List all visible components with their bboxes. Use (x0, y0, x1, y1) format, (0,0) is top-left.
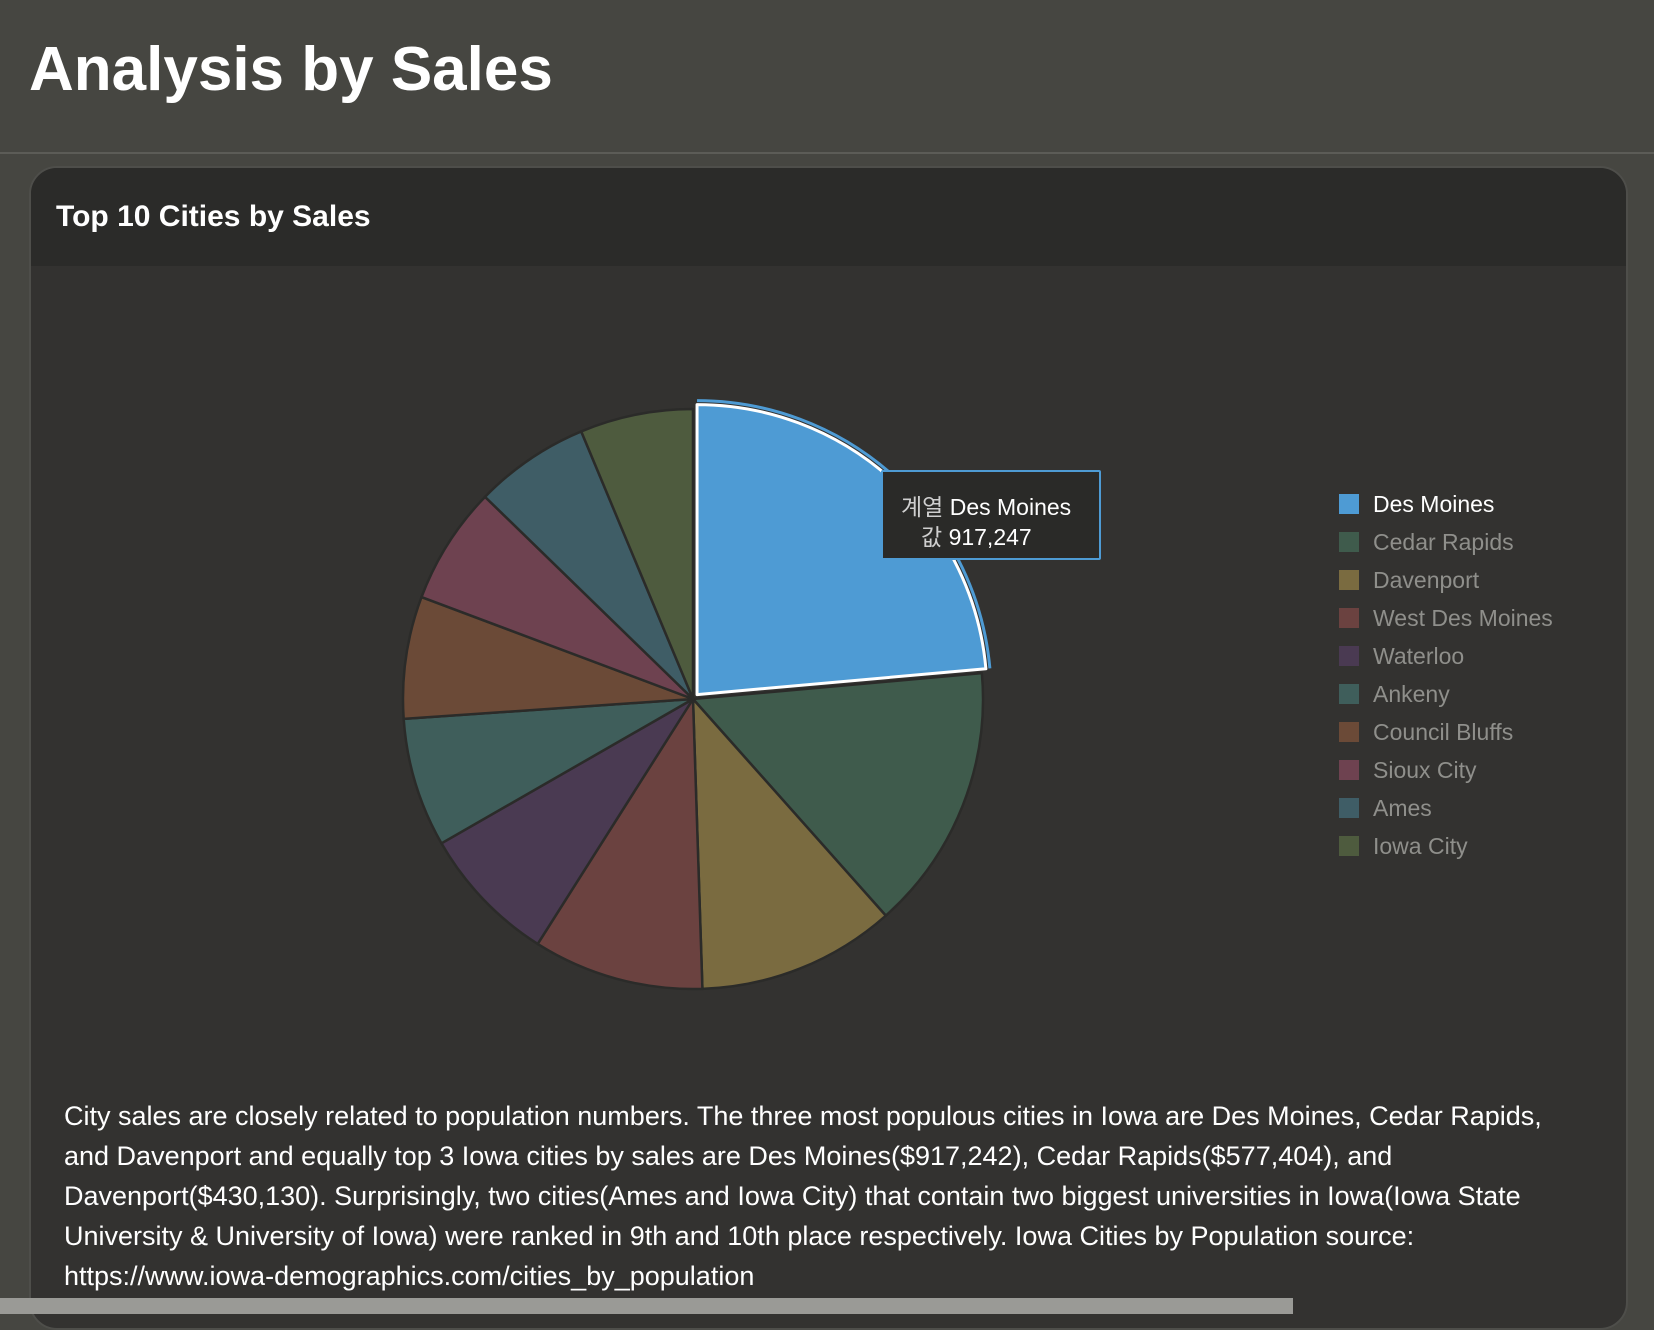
page-header: Analysis by Sales (0, 0, 1654, 154)
tooltip-value-key: 값 (921, 525, 943, 551)
pie-slice-council-bluffs[interactable] (401, 595, 695, 721)
legend-item-waterloo[interactable]: Waterloo (1339, 643, 1464, 669)
legend-swatch (1339, 570, 1359, 590)
pie-slice-ames[interactable] (483, 430, 695, 701)
horizontal-scrollbar[interactable] (0, 1298, 1293, 1314)
chart-description: City sales are closely related to popula… (64, 1101, 1542, 1291)
pie-slice-waterloo[interactable] (440, 697, 695, 946)
legend-label: Des Moines (1373, 491, 1494, 517)
legend-item-cedar-rapids[interactable]: Cedar Rapids (1339, 529, 1514, 555)
legend-label: Cedar Rapids (1373, 529, 1514, 555)
tooltip-series-value: Des Moines (949, 494, 1072, 520)
legend-item-davenport[interactable]: Davenport (1339, 567, 1480, 593)
legend-swatch (1339, 684, 1359, 704)
pie-chart[interactable]: Des Moines Cedar Rapids Davenport West Des … (31, 168, 1626, 1068)
legend-label: Iowa City (1373, 833, 1468, 859)
pie-slices (401, 399, 992, 991)
legend-label: West Des Moines (1373, 605, 1553, 631)
legend-item-west-des-moines[interactable]: West Des Moines (1339, 605, 1553, 631)
chart-card: Top 10 Cities by Sales Des Moines Cedar R… (29, 166, 1628, 1330)
legend-item-council-bluffs[interactable]: Council Bluffs (1339, 719, 1513, 745)
pie-slice-sioux-city[interactable] (420, 495, 695, 701)
legend-label: Ankeny (1373, 681, 1450, 707)
legend-item-ankeny[interactable]: Ankeny (1339, 681, 1450, 707)
pie-slice-west-des-moines[interactable] (536, 697, 704, 991)
legend-swatch (1339, 646, 1359, 666)
legend-label: Council Bluffs (1373, 719, 1513, 745)
pie-slice-cedar-rapids[interactable] (691, 671, 985, 917)
legend-label: Davenport (1373, 567, 1480, 593)
legend-swatch (1339, 798, 1359, 818)
legend-swatch (1339, 722, 1359, 742)
legend-swatch (1339, 836, 1359, 856)
legend-item-sioux-city[interactable]: Sioux City (1339, 757, 1477, 783)
chart-tooltip: 계열 Des Moines 값 917,247 (881, 470, 1101, 560)
pie-slice-davenport[interactable] (691, 697, 888, 991)
pie-slice-iowa-city[interactable] (579, 407, 695, 701)
legend-swatch (1339, 760, 1359, 780)
legend-item-ames[interactable]: Ames (1339, 795, 1432, 821)
card-header: Top 10 Cities by Sales (31, 168, 1626, 266)
legend-label: Sioux City (1373, 757, 1477, 783)
legend-swatch (1339, 494, 1359, 514)
tooltip-series-key: 계열 (901, 495, 944, 521)
legend-swatch (1339, 532, 1359, 552)
card-title: Top 10 Cities by Sales (56, 200, 371, 233)
tooltip-value: 917,247 (948, 524, 1032, 550)
chart-legend: Des Moines Cedar Rapids Davenport West Des … (1339, 491, 1553, 859)
legend-label: Ames (1373, 795, 1432, 821)
legend-label: Waterloo (1373, 643, 1464, 669)
legend-item-des-moines[interactable]: Des Moines (1339, 491, 1494, 517)
page-title: Analysis by Sales (29, 35, 553, 104)
legend-swatch (1339, 608, 1359, 628)
pie-slice-ankeny[interactable] (402, 697, 695, 845)
legend-item-iowa-city[interactable]: Iowa City (1339, 833, 1468, 859)
